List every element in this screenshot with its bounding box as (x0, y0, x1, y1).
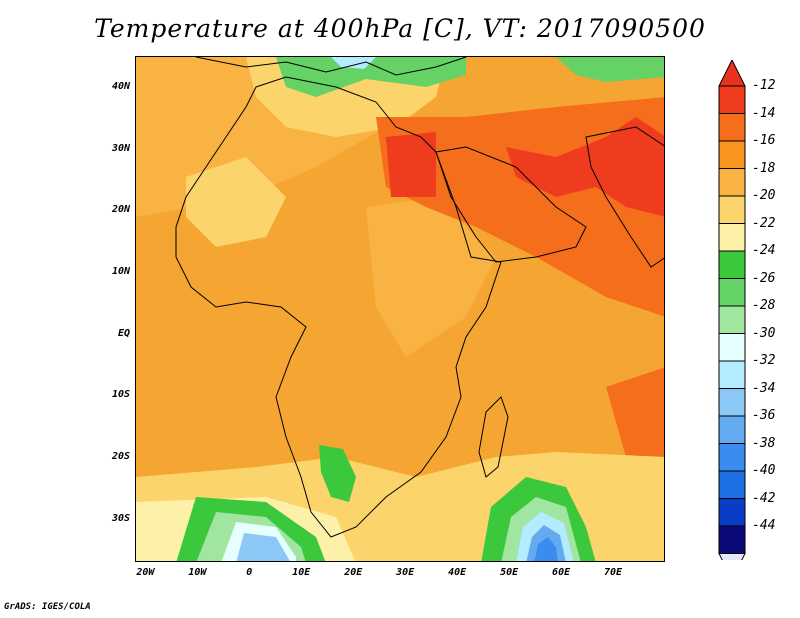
lon-label: 10W (188, 567, 207, 578)
colorbar-top-arrow (718, 60, 746, 87)
lon-label: 70E (604, 567, 623, 578)
lat-label: 10S (111, 389, 130, 401)
field-mild-east-africa (366, 197, 496, 357)
madagascar-coastline (478, 396, 509, 478)
india-coastline (585, 126, 664, 268)
colorbar-segment (718, 333, 746, 362)
field-darkblue-south-indian (534, 537, 558, 561)
lon-label: 50E (500, 567, 519, 578)
colorbar-segment (718, 360, 746, 389)
colorbar-bottom-arrow (718, 553, 746, 560)
temperature-field-map (136, 57, 664, 561)
footer-credit: GrADS: IGES/COLA (4, 602, 91, 612)
lon-label: 20E (344, 567, 363, 578)
lat-label: 40N (111, 80, 130, 92)
colorbar-label: -32 (752, 353, 776, 368)
colorbar-segment (718, 278, 746, 307)
colorbar-label: -34 (752, 380, 776, 396)
lat-label: 10N (111, 265, 130, 277)
lon-label: 40E (448, 567, 467, 578)
field-hot-iran (506, 117, 664, 217)
lat-label: 20N (111, 204, 130, 216)
coastlines (175, 57, 664, 538)
colorbar-segment (718, 388, 746, 417)
colorbar-label: -28 (752, 298, 776, 313)
colorbar-label: -26 (752, 270, 776, 286)
field-pale-sahel (186, 157, 286, 247)
colorbar-label: -20 (752, 188, 776, 203)
colorbar-label: -12 (752, 78, 776, 93)
europe-coastline (195, 57, 467, 76)
map-plot-area (135, 56, 665, 562)
colorbar-label: -30 (752, 325, 776, 341)
colorbar-segment (718, 250, 746, 279)
colorbar-segment (718, 113, 746, 142)
colorbar-segment (718, 168, 746, 197)
field-warm-indian-ocean (606, 367, 664, 476)
colorbar-label: -36 (752, 408, 776, 423)
colorbar-label: -44 (752, 518, 776, 533)
field-green-caspian (556, 57, 664, 82)
field-blue-south-atlantic (236, 533, 290, 561)
colorbar-segment (718, 305, 746, 334)
lat-label: 30S (111, 512, 130, 524)
colorbar-segment (718, 470, 746, 499)
colorbar (718, 60, 746, 560)
colorbar-segment (718, 223, 746, 252)
map-title: Temperature at 400hPa [C], VT: 201709050… (94, 14, 706, 43)
colorbar-segment (718, 443, 746, 472)
lat-label: EQ (117, 327, 130, 339)
colorbar-label: -14 (752, 105, 776, 121)
lat-label: 20S (111, 451, 130, 463)
colorbar-label: -22 (752, 215, 776, 231)
colorbar-label: -18 (752, 160, 776, 176)
lon-label: 30E (396, 567, 415, 578)
colorbar-segment (718, 498, 746, 527)
colorbar-segment (718, 85, 746, 114)
lon-label: 60E (552, 567, 571, 578)
colorbar-segment (718, 415, 746, 444)
colorbar-label: -16 (752, 133, 776, 148)
field-green-kalahari (319, 445, 356, 502)
lat-label: 30N (111, 142, 130, 154)
colorbar-label: -38 (752, 435, 776, 451)
field-blue-mediterranean (331, 57, 376, 69)
colorbar-label: -40 (752, 463, 776, 478)
colorbar-segment (718, 195, 746, 224)
field-green-mediterranean (276, 57, 466, 97)
colorbar-label: -42 (752, 490, 776, 506)
arabia-coastline (435, 146, 587, 263)
colorbar-label: -24 (752, 243, 776, 258)
colorbar-segment (718, 525, 746, 554)
lon-label: 10E (292, 567, 311, 578)
africa-coastline (175, 76, 502, 538)
lon-label: 0 (246, 567, 253, 578)
field-hot-egypt (386, 132, 436, 197)
lon-label: 20W (136, 567, 155, 578)
colorbar-segment (718, 140, 746, 169)
